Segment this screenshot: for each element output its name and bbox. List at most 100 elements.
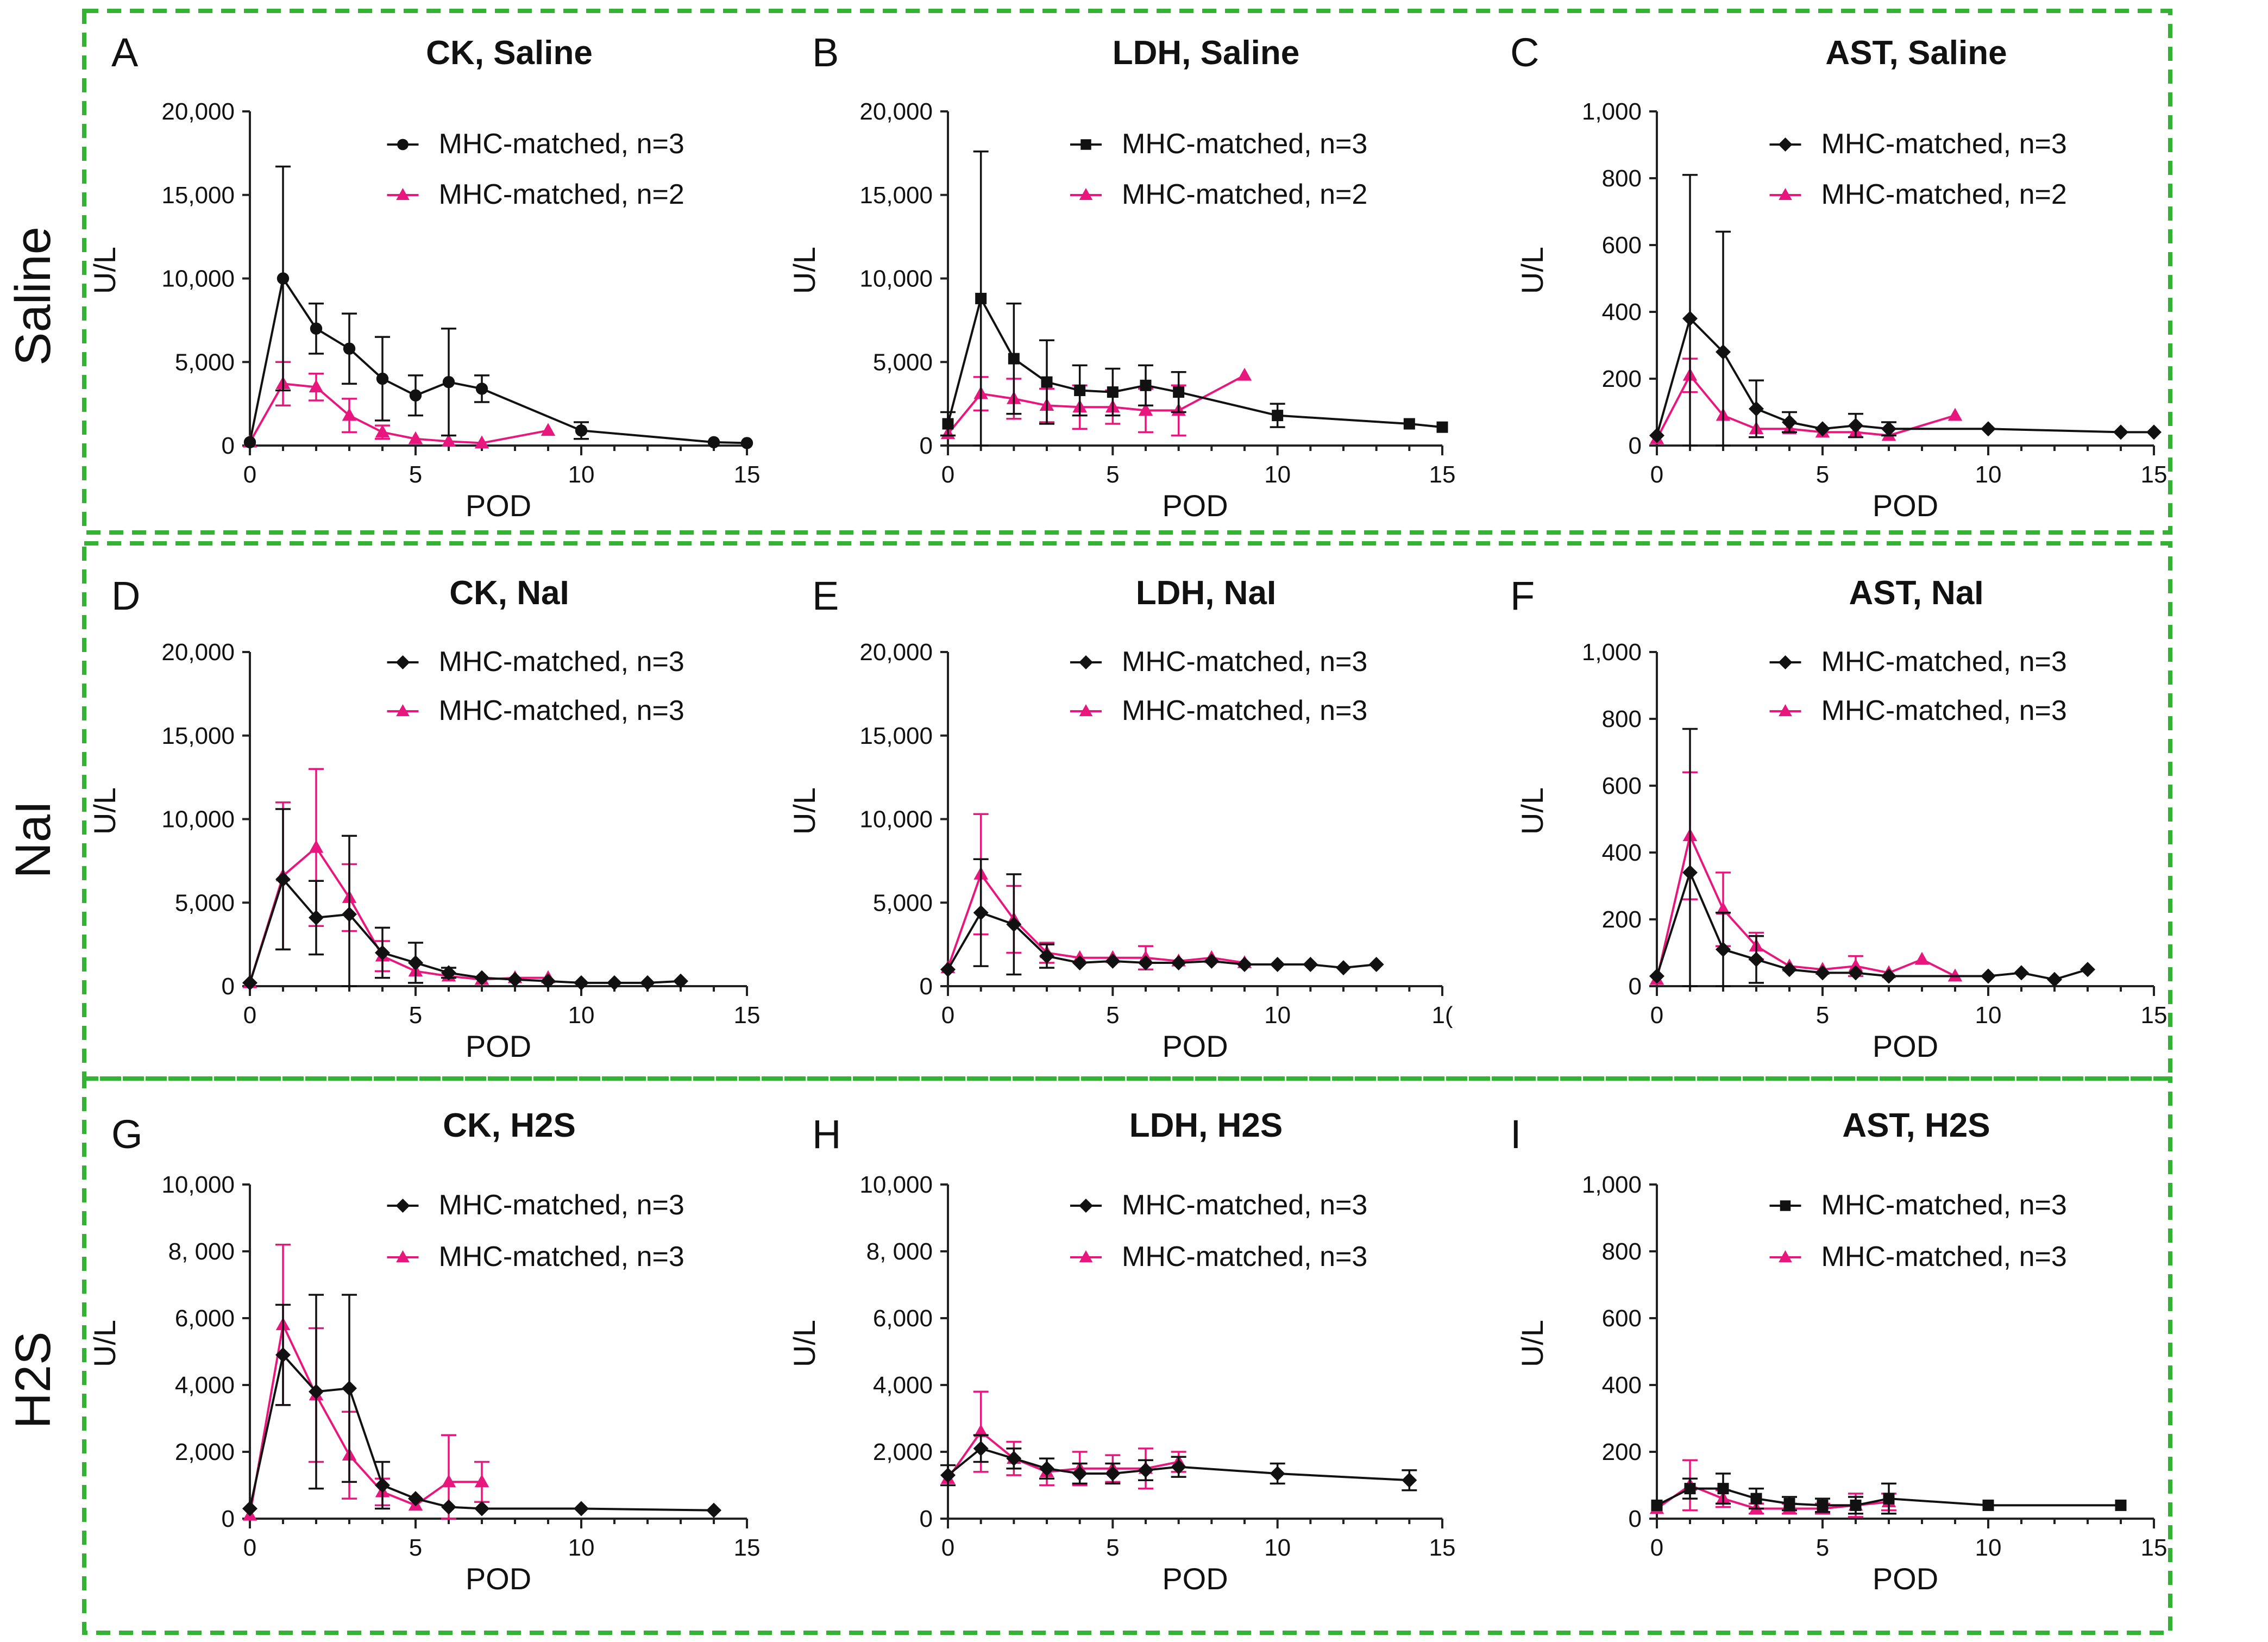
y-tick-label: 8, 000 bbox=[866, 1238, 933, 1265]
data-point bbox=[1716, 942, 1731, 957]
data-point bbox=[342, 408, 357, 421]
series-2 bbox=[940, 813, 1252, 973]
data-point bbox=[607, 975, 622, 991]
data-point bbox=[1270, 1465, 1285, 1481]
data-point bbox=[474, 1501, 489, 1516]
y-tick-label: 1,000 bbox=[1582, 98, 1642, 125]
panel-letter: G bbox=[111, 1112, 143, 1157]
row-label-h2s: H2S bbox=[5, 1332, 61, 1429]
panel-letter: C bbox=[1510, 30, 1539, 75]
data-point bbox=[574, 975, 589, 991]
data-point bbox=[541, 973, 556, 989]
data-point bbox=[275, 1347, 291, 1363]
series-line bbox=[947, 296, 1443, 429]
data-point bbox=[474, 1474, 489, 1488]
legend-label: MHC-matched, n=3 bbox=[1122, 646, 1367, 678]
data-point bbox=[2080, 962, 2095, 977]
legend-label: MHC-matched, n=3 bbox=[439, 1241, 684, 1273]
x-tick-label: 15 bbox=[734, 461, 761, 488]
series-line bbox=[947, 374, 1245, 435]
panel-letter: A bbox=[111, 30, 139, 75]
y-axis-label: U/L bbox=[1515, 787, 1549, 835]
data-point bbox=[1006, 917, 1022, 932]
x-tick-label: 5 bbox=[1816, 1534, 1829, 1561]
data-point bbox=[342, 1381, 357, 1396]
row-label-saline: Saline bbox=[5, 227, 61, 366]
data-point bbox=[973, 1424, 988, 1437]
data-point bbox=[309, 839, 324, 853]
series-line bbox=[249, 275, 747, 444]
y-tick-label: 6,000 bbox=[175, 1305, 235, 1332]
data-point bbox=[541, 423, 556, 436]
data-point bbox=[1850, 1499, 1862, 1511]
data-point bbox=[277, 272, 290, 285]
y-tick-label: 4,000 bbox=[175, 1372, 235, 1399]
y-tick-label: 1,000 bbox=[1582, 639, 1642, 666]
series-1 bbox=[242, 1294, 721, 1518]
y-axis-label: U/L bbox=[787, 247, 821, 294]
data-point bbox=[1171, 955, 1186, 970]
x-tick-label: 15 bbox=[2141, 461, 2168, 488]
data-point bbox=[1039, 948, 1054, 964]
x-tick-label: 5 bbox=[1106, 461, 1119, 488]
y-tick-label: 10,000 bbox=[859, 1171, 933, 1198]
data-point bbox=[1649, 428, 1664, 443]
x-axis-label: POD bbox=[1162, 488, 1228, 523]
series-line bbox=[1656, 869, 2088, 981]
legend-marker bbox=[397, 139, 409, 151]
data-point bbox=[1008, 353, 1020, 365]
data-point bbox=[1982, 1499, 1994, 1511]
y-tick-label: 0 bbox=[1629, 973, 1642, 1000]
legend-marker bbox=[1079, 1199, 1093, 1213]
data-point bbox=[409, 389, 422, 402]
series-line bbox=[249, 877, 681, 984]
data-point bbox=[1682, 864, 1698, 880]
data-point bbox=[2047, 972, 2062, 987]
data-point bbox=[1649, 968, 1664, 984]
row-label-nai: NaI bbox=[5, 800, 61, 878]
data-point bbox=[1881, 421, 1896, 437]
y-tick-label: 15,000 bbox=[859, 182, 933, 209]
data-point bbox=[1782, 962, 1797, 977]
legend-label: MHC-matched, n=2 bbox=[1821, 179, 2067, 210]
chart-panel-e: E LDH, NaI 0 5,000 10,000 15,000 20,000 0 5 10 1(P… bbox=[787, 573, 1453, 1063]
x-axis-label: POD bbox=[466, 1562, 531, 1596]
data-point bbox=[1783, 1497, 1795, 1509]
x-tick-label: 10 bbox=[1264, 1002, 1291, 1029]
legend: MHC-matched, n=3 MHC-matched, n=3 bbox=[1769, 646, 2067, 726]
data-point bbox=[706, 1502, 721, 1518]
y-tick-label: 4,000 bbox=[873, 1372, 933, 1399]
data-point bbox=[310, 322, 323, 335]
data-point bbox=[242, 975, 257, 991]
x-tick-label: 5 bbox=[409, 1534, 422, 1561]
y-tick-label: 600 bbox=[1602, 1305, 1642, 1332]
y-tick-label: 800 bbox=[1602, 706, 1642, 732]
data-point bbox=[375, 1477, 390, 1493]
x-tick-label: 0 bbox=[243, 1534, 256, 1561]
data-point bbox=[673, 973, 688, 989]
series-line bbox=[1656, 832, 1956, 980]
y-tick-label: 200 bbox=[1602, 1439, 1642, 1465]
legend-marker bbox=[1778, 655, 1793, 669]
data-point bbox=[1883, 1493, 1895, 1505]
x-axis-label: POD bbox=[1873, 1029, 1938, 1063]
series-line bbox=[947, 1447, 1410, 1482]
data-point bbox=[408, 1491, 423, 1507]
data-point bbox=[408, 431, 423, 444]
legend: MHC-matched, n=3 MHC-matched, n=2 bbox=[1070, 128, 1367, 210]
x-tick-label: 10 bbox=[1975, 1534, 2002, 1561]
y-tick-label: 0 bbox=[920, 973, 933, 1000]
legend: MHC-matched, n=3 MHC-matched, n=2 bbox=[1769, 128, 2067, 210]
x-tick-label: 15 bbox=[734, 1002, 761, 1029]
data-point bbox=[1105, 953, 1121, 969]
data-point bbox=[1237, 957, 1252, 973]
data-point bbox=[1107, 386, 1119, 398]
chart-panel-b: B LDH, Saline 0 5,000 10,000 15,000 20,000 0 5 10… bbox=[787, 30, 1455, 523]
data-point bbox=[1750, 1493, 1762, 1505]
y-tick-label: 2,000 bbox=[873, 1439, 933, 1465]
series-line bbox=[249, 845, 548, 983]
panel-title: CK, NaI bbox=[449, 574, 569, 612]
legend: MHC-matched, n=3 MHC-matched, n=3 bbox=[387, 1189, 684, 1273]
data-point bbox=[474, 435, 489, 449]
data-point bbox=[973, 905, 989, 920]
